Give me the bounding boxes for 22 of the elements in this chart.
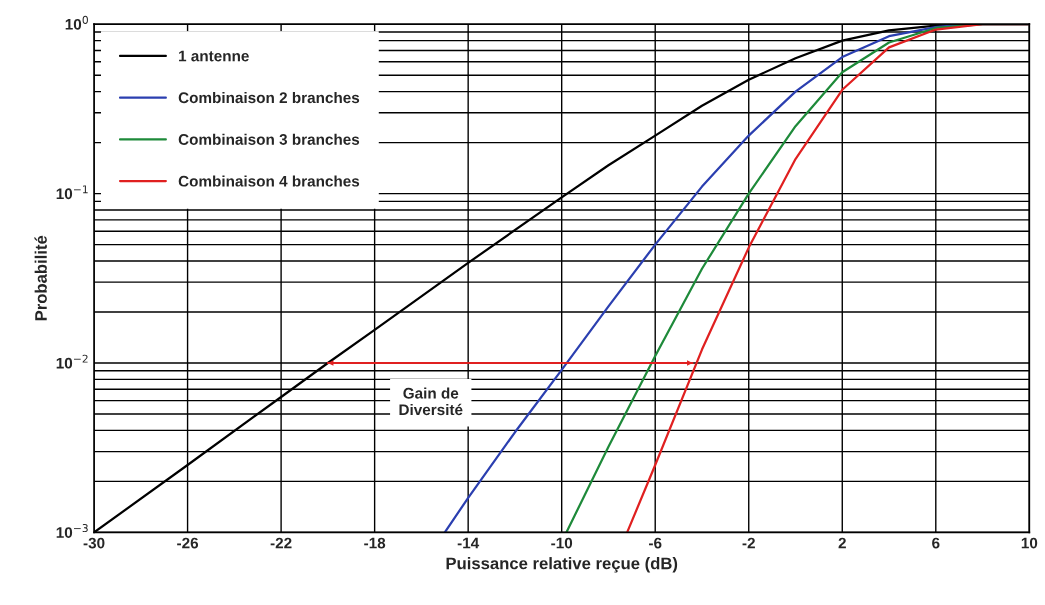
legend-label: Combinaison 4 branches — [178, 175, 360, 187]
x-tick-label: 2 — [838, 537, 846, 549]
x-tick-label: -2 — [742, 537, 755, 549]
x-tick-label: 10 — [1021, 537, 1038, 549]
legend-label: 1 antenne — [179, 50, 249, 62]
x-tick-label: -26 — [177, 537, 199, 549]
x-tick-label: 6 — [932, 537, 940, 549]
x-tick-label: -18 — [364, 537, 386, 549]
y-tick-label: 10$^{−1}$ — [56, 185, 88, 200]
x-tick-label: -22 — [270, 537, 292, 549]
y-tick-label: 10$^{−3}$ — [56, 524, 88, 538]
x-tick-label: -30 — [83, 537, 105, 549]
y-axis-title: Probabilité — [34, 235, 47, 321]
x-axis-title: Puissance relative reçue (dB) — [446, 557, 678, 573]
x-tick-label: -14 — [457, 537, 480, 549]
legend-label: Combinaison 2 branches — [178, 91, 360, 104]
x-tick-label: -6 — [649, 537, 662, 549]
annotation: Gain de Diversité — [399, 387, 463, 416]
y-tick-label: 10$^{−2}$ — [56, 354, 88, 369]
legend-label: Combinaison 3 branches — [178, 133, 360, 145]
y-tick-label: 10$^{0}$ — [65, 15, 88, 30]
x-tick-label: -10 — [551, 537, 573, 549]
